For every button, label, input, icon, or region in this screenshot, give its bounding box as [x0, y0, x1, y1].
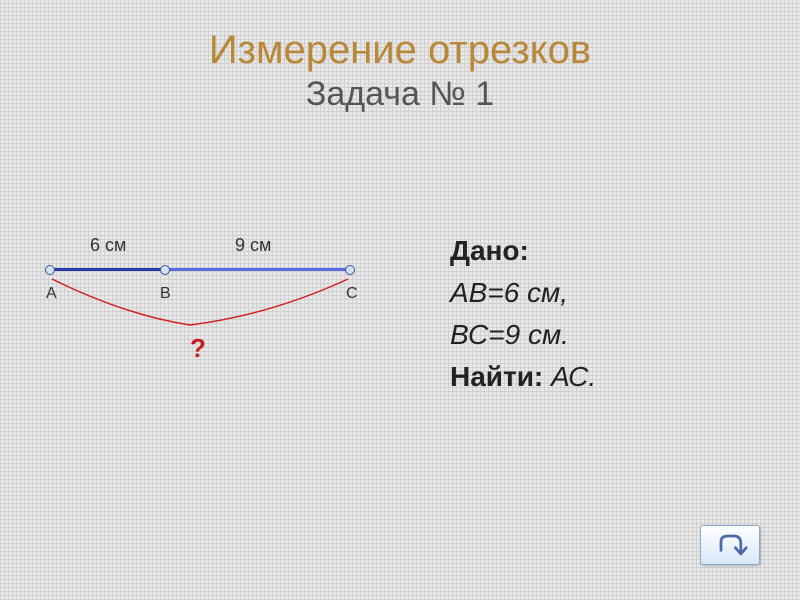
title-block: Измерение отрезков Задача № 1: [30, 28, 770, 114]
find-value: АС.: [551, 361, 596, 392]
page-subtitle: Задача № 1: [30, 75, 770, 114]
page-title: Измерение отрезков: [30, 28, 770, 73]
u-turn-icon: [712, 532, 748, 558]
given-line-1: АВ=6 см,: [450, 277, 568, 308]
curve-ac: [50, 235, 370, 405]
find-label: Найти:: [450, 361, 543, 392]
segment-diagram: 6 см 9 см А В С ?: [50, 235, 370, 405]
question-mark: ?: [190, 333, 206, 364]
back-button[interactable]: [700, 525, 760, 565]
given-block: Дано: АВ=6 см, ВС=9 см. Найти: АС.: [450, 230, 596, 398]
given-line-2: ВС=9 см.: [450, 319, 569, 350]
dano-label: Дано:: [450, 235, 529, 266]
